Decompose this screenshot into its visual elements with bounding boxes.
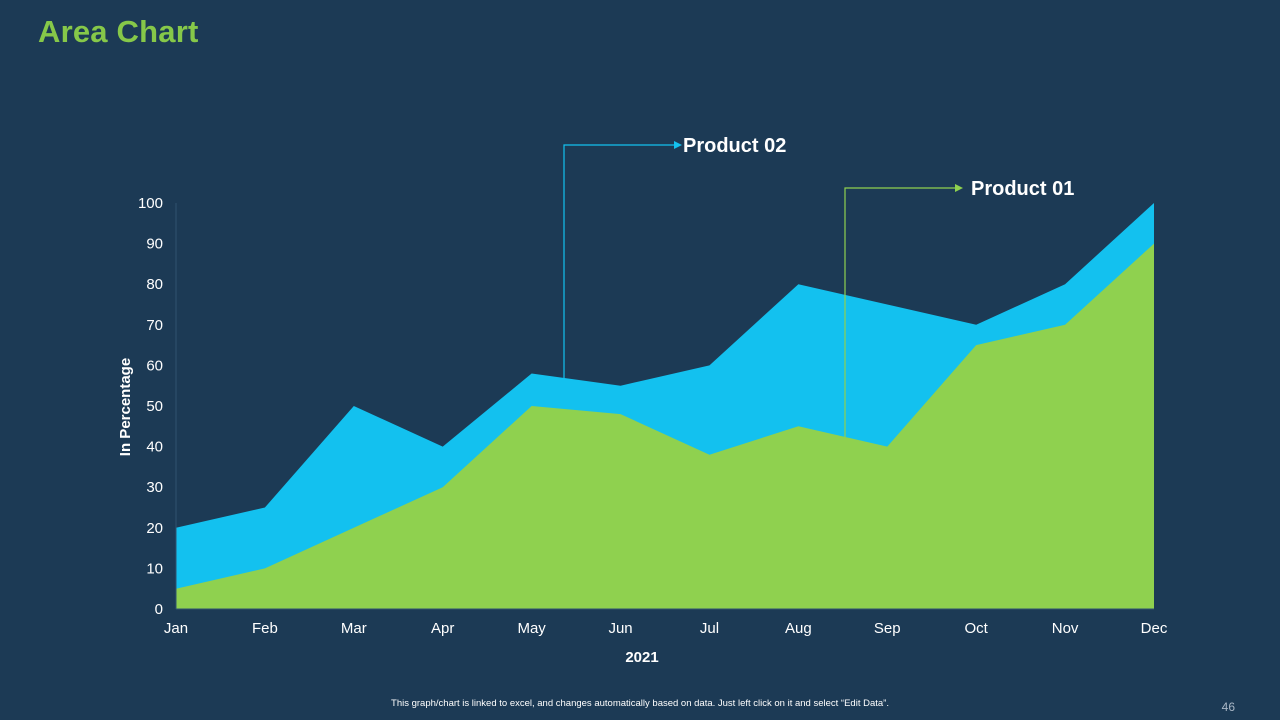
y-tick-label: 20 xyxy=(146,520,163,537)
y-tick-label: 80 xyxy=(146,276,163,293)
x-tick-label: Jun xyxy=(608,620,632,637)
x-tick-label: Mar xyxy=(341,620,367,637)
callout-arrow-icon xyxy=(955,184,963,192)
page-number: 46 xyxy=(1221,700,1235,714)
x-tick-label: Apr xyxy=(431,620,454,637)
y-axis-title: In Percentage xyxy=(117,358,134,456)
x-tick-label: Jan xyxy=(164,620,188,637)
callout-line-product-02 xyxy=(563,144,674,378)
x-tick-label: Jul xyxy=(700,620,719,637)
x-tick-label: Feb xyxy=(252,620,278,637)
y-tick-label: 60 xyxy=(146,357,163,374)
footer-note: This graph/chart is linked to excel, and… xyxy=(391,698,889,709)
slide-title: Area Chart xyxy=(38,14,199,49)
x-tick-label: Oct xyxy=(965,620,989,637)
chart-areas xyxy=(176,203,1154,609)
x-axis-title: 2021 xyxy=(625,649,658,666)
y-tick-label: 70 xyxy=(146,317,163,334)
callout-arrow-icon xyxy=(674,141,682,149)
x-axis: Jan Feb Mar Apr May Jun Jul Aug Sep Oct Nov Dec xyxy=(164,608,1168,637)
x-tick-label: Sep xyxy=(874,620,901,637)
chart-callouts: Product 02 Product 01 xyxy=(563,135,1074,437)
y-tick-label: 0 xyxy=(155,601,163,618)
y-tick-label: 50 xyxy=(146,398,163,415)
y-tick-label: 90 xyxy=(146,236,163,253)
y-tick-label: 100 xyxy=(138,195,163,212)
x-tick-label: Dec xyxy=(1141,620,1168,637)
x-tick-label: May xyxy=(517,620,546,637)
area-product-01 xyxy=(176,243,1154,609)
y-tick-label: 30 xyxy=(146,479,163,496)
callout-line-product-01 xyxy=(844,187,955,437)
y-tick-label: 10 xyxy=(146,560,163,577)
y-tick-label: 40 xyxy=(146,439,163,456)
x-tick-label: Aug xyxy=(785,620,812,637)
y-axis: 0 10 20 30 40 50 60 70 80 90 100 xyxy=(138,195,177,618)
x-tick-label: Nov xyxy=(1052,620,1079,637)
callout-label-product-02: Product 02 xyxy=(683,135,786,157)
callout-label-product-01: Product 01 xyxy=(971,178,1074,200)
